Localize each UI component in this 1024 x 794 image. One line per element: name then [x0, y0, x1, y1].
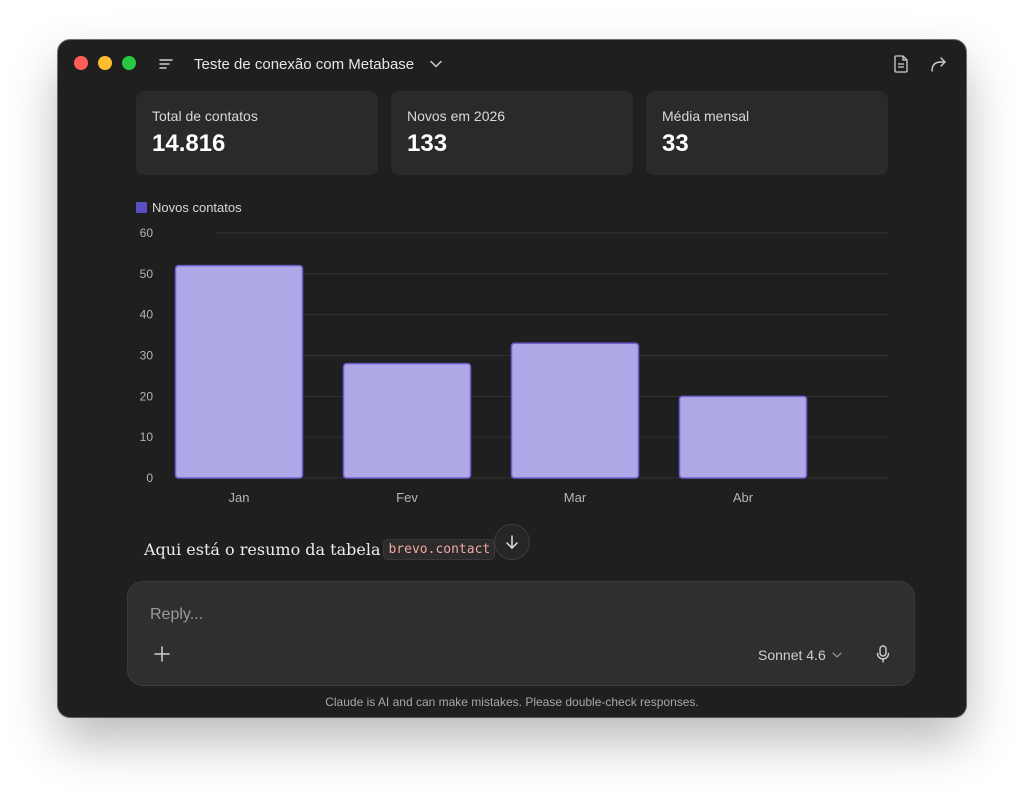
y-tick-label: 20	[140, 389, 154, 403]
disclaimer-text: Claude is AI and can make mistakes. Plea…	[325, 695, 699, 709]
document-button[interactable]	[888, 51, 914, 77]
bar-chart: Novos contatos 0 10 20 30 40 50 60 Jan Fev Mar Abr	[136, 200, 888, 505]
stat-value: 133	[407, 130, 448, 157]
menu-lines-icon	[159, 59, 173, 69]
stat-value: 14.816	[152, 130, 226, 157]
y-tick-label: 50	[140, 267, 154, 281]
bar	[678, 395, 808, 479]
y-tick-label: 0	[146, 471, 153, 485]
bar	[342, 362, 472, 479]
stat-label: Média mensal	[662, 108, 750, 124]
zoom-window-button[interactable]	[122, 56, 136, 70]
share-button[interactable]	[926, 51, 952, 77]
stat-card-total: Total de contatos 14.816	[136, 91, 378, 175]
stat-label: Novos em 2026	[407, 108, 506, 124]
inline-code-table-name: brevo.contact	[383, 538, 496, 560]
app-window: Teste de conexão com Metabase Total de c…	[58, 40, 966, 717]
arrow-down-icon	[506, 535, 518, 549]
minimize-window-button[interactable]	[98, 56, 112, 70]
chevron-down-icon	[430, 60, 442, 68]
voice-input-button[interactable]	[871, 642, 895, 666]
x-tick-label: Mar	[564, 490, 587, 505]
y-tick-label: 40	[140, 308, 154, 322]
bar	[174, 264, 304, 479]
bar	[510, 342, 640, 479]
add-attachment-button[interactable]	[150, 642, 174, 666]
plus-icon	[154, 646, 170, 662]
model-name: Sonnet 4.6	[758, 647, 826, 663]
conversation-title-menu[interactable]: Teste de conexão com Metabase	[194, 52, 442, 76]
model-selector[interactable]: Sonnet 4.6	[758, 645, 842, 665]
stat-card-new: Novos em 2026 133	[391, 91, 633, 175]
microphone-icon	[876, 645, 890, 663]
conversation-title: Teste de conexão com Metabase	[194, 55, 415, 73]
chevron-down-icon	[832, 652, 842, 658]
reply-composer: Sonnet 4.6	[127, 581, 915, 686]
legend-swatch	[136, 202, 147, 213]
close-window-button[interactable]	[74, 56, 88, 70]
stat-label: Total de contatos	[152, 108, 258, 124]
scroll-to-bottom-button[interactable]	[494, 524, 530, 560]
stat-value: 33	[662, 130, 689, 157]
reply-input[interactable]	[148, 600, 752, 630]
share-arrow-icon	[931, 57, 946, 72]
x-tick-label: Fev	[396, 490, 418, 505]
x-tick-label: Abr	[733, 490, 754, 505]
document-icon	[894, 55, 908, 73]
y-tick-label: 10	[140, 430, 154, 444]
legend-label: Novos contatos	[152, 200, 242, 215]
y-tick-label: 30	[140, 349, 154, 363]
message-text: Aqui está o resumo da tabela	[144, 539, 381, 559]
y-tick-label: 60	[140, 226, 154, 240]
stat-card-monthly: Média mensal 33	[646, 91, 888, 175]
assistant-message: Aqui está o resumo da tabela brevo.conta…	[144, 536, 504, 562]
x-tick-label: Jan	[229, 490, 250, 505]
sidebar-toggle-button[interactable]	[154, 52, 178, 76]
